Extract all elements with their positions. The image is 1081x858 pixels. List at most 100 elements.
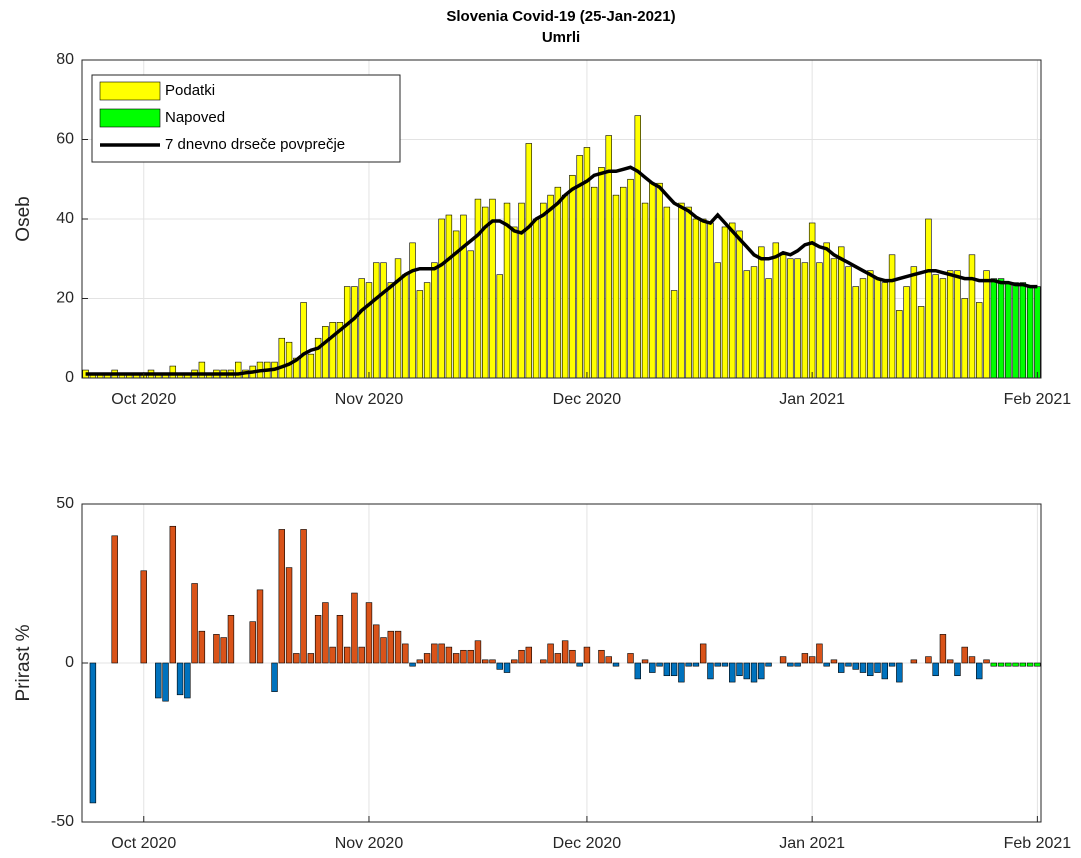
bar	[1026, 662, 1034, 667]
bar	[1034, 662, 1041, 667]
bar	[874, 662, 881, 673]
bar	[322, 602, 329, 664]
bar	[387, 630, 394, 664]
axes-box	[81, 503, 1042, 823]
bar	[416, 659, 424, 664]
bar	[511, 659, 518, 664]
bar	[569, 174, 576, 379]
bar	[431, 262, 438, 379]
y-tick-label: 60	[56, 131, 74, 148]
bar	[590, 186, 598, 379]
bar	[307, 653, 315, 664]
bar	[540, 659, 547, 664]
bar	[634, 662, 641, 680]
bar	[278, 529, 285, 664]
bar	[939, 634, 947, 664]
bar	[983, 659, 990, 664]
bar	[358, 646, 365, 664]
bar	[838, 662, 845, 673]
bar	[482, 206, 489, 379]
bar	[278, 337, 285, 379]
bar	[707, 222, 714, 379]
y-tick-label: 0	[65, 654, 74, 671]
bar	[409, 662, 416, 667]
bar	[89, 662, 97, 804]
bar	[467, 649, 474, 664]
bar	[1019, 282, 1027, 379]
bar	[954, 270, 961, 379]
bar	[402, 643, 409, 664]
bar	[816, 643, 823, 664]
y-tick-label: 20	[56, 290, 74, 307]
bar	[271, 662, 278, 692]
bar	[184, 662, 191, 699]
bar	[380, 637, 387, 664]
bar	[1012, 662, 1019, 667]
x-tick-label: Feb 2021	[1004, 835, 1072, 852]
bar	[670, 290, 678, 379]
bar	[496, 274, 503, 379]
bar	[598, 167, 605, 379]
legend-swatch	[99, 81, 161, 101]
bar	[765, 662, 772, 667]
bar	[961, 646, 968, 664]
y-tick-label: 50	[56, 495, 74, 512]
bar	[285, 567, 293, 664]
bar	[663, 662, 671, 677]
bar	[503, 662, 511, 673]
bar	[903, 286, 910, 379]
bar	[169, 365, 177, 379]
bar	[336, 614, 344, 664]
bar	[692, 218, 700, 379]
bar	[343, 286, 351, 379]
y-axis-label: Oseb	[13, 196, 34, 241]
bar	[627, 653, 634, 664]
x-tick-label: Oct 2020	[111, 391, 176, 408]
y-tick-label: 0	[65, 369, 74, 386]
bar	[634, 115, 641, 379]
bar	[678, 662, 685, 683]
x-tick-label: Dec 2020	[553, 835, 622, 852]
x-tick-label: Dec 2020	[553, 391, 622, 408]
bar	[554, 653, 562, 664]
bar	[547, 194, 554, 379]
bar	[881, 282, 889, 379]
bar	[416, 290, 424, 379]
bar	[787, 258, 794, 379]
bar	[867, 270, 874, 379]
bar	[489, 198, 496, 379]
bar	[714, 262, 721, 379]
bar	[431, 643, 438, 664]
bar	[808, 656, 816, 664]
bar	[532, 218, 540, 379]
bar	[838, 246, 845, 379]
bar	[685, 662, 692, 667]
bar	[365, 282, 373, 379]
bar	[823, 662, 830, 667]
bar	[1026, 286, 1034, 379]
bar	[111, 535, 118, 664]
bar	[1005, 662, 1012, 667]
bar	[569, 649, 576, 664]
bar	[830, 659, 838, 664]
bar	[656, 662, 663, 667]
chart-subtitle: Umrli	[542, 29, 580, 46]
bar	[300, 302, 307, 379]
x-tick-label: Jan 2021	[779, 835, 845, 852]
bar	[351, 592, 358, 664]
bar	[779, 656, 787, 664]
bar	[300, 529, 307, 664]
bar	[736, 230, 743, 379]
bar	[641, 202, 649, 379]
bar	[772, 242, 780, 379]
bar	[830, 258, 838, 379]
bar	[445, 646, 453, 664]
bar	[729, 222, 736, 379]
bar	[946, 659, 954, 664]
bar	[896, 662, 903, 683]
bar	[554, 186, 562, 379]
bar	[612, 194, 620, 379]
bar	[663, 206, 671, 379]
bar	[343, 646, 351, 664]
